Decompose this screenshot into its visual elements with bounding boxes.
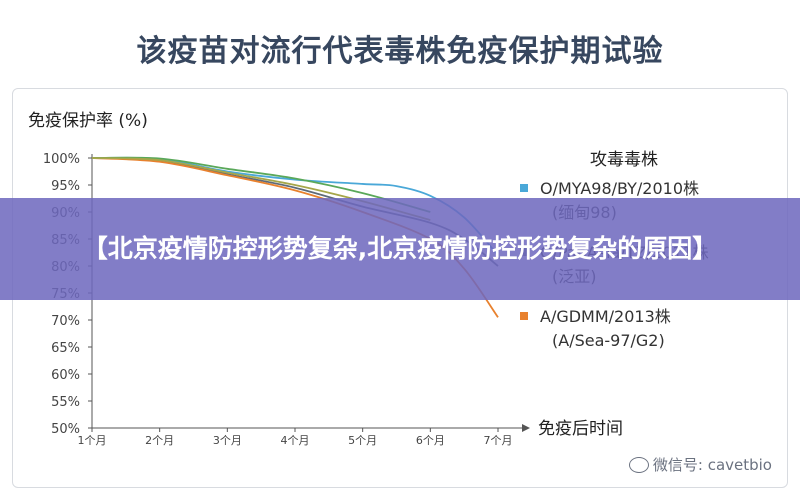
x-axis-arrow: [522, 424, 530, 432]
legend-label-2: A/GDMM/2013株: [540, 307, 671, 326]
series-line-3: [91, 156, 431, 213]
x-tick-label: 4个月: [281, 434, 310, 447]
legend-label-0: O/MYA98/BY/2010株: [540, 179, 699, 198]
y-tick-label: 50%: [51, 422, 80, 437]
banner-text: 【北京疫情防控形势复杂,北京疫情防控形势复杂的原因】: [82, 234, 718, 263]
legend-sublabel-2: (A/Sea-97/G2): [552, 331, 665, 350]
x-tick-label: 3个月: [213, 434, 242, 447]
page-title: 该疫苗对流行代表毒株免疫保护期试验: [136, 34, 664, 69]
y-tick-label: 55%: [51, 395, 80, 410]
watermark: 微信号: cavetbio: [628, 454, 772, 475]
y-tick-label: 95%: [51, 179, 80, 194]
x-tick-label: 7个月: [484, 434, 513, 447]
x-axis-label: 免疫后时间: [538, 419, 623, 439]
y-axis-label: 免疫保护率 (%): [28, 111, 148, 131]
x-tick-label: 1个月: [78, 434, 107, 447]
legend-title: 攻毒毒株: [590, 150, 658, 170]
x-tick-label: 5个月: [348, 434, 377, 447]
wechat-icon: [628, 456, 649, 473]
y-tick-label: 100%: [43, 152, 80, 167]
legend-swatch-0: [520, 184, 528, 192]
overlay-banner[interactable]: 【北京疫情防控形势复杂,北京疫情防控形势复杂的原因】: [0, 198, 800, 300]
legend-swatch-2: [520, 312, 528, 320]
y-tick-label: 65%: [51, 341, 80, 356]
watermark-text: 微信号: cavetbio: [652, 456, 772, 474]
y-tick-label: 60%: [51, 368, 80, 383]
x-tick-label: 2个月: [145, 434, 174, 447]
x-tick-label: 6个月: [416, 434, 445, 447]
y-tick-label: 70%: [51, 314, 80, 329]
